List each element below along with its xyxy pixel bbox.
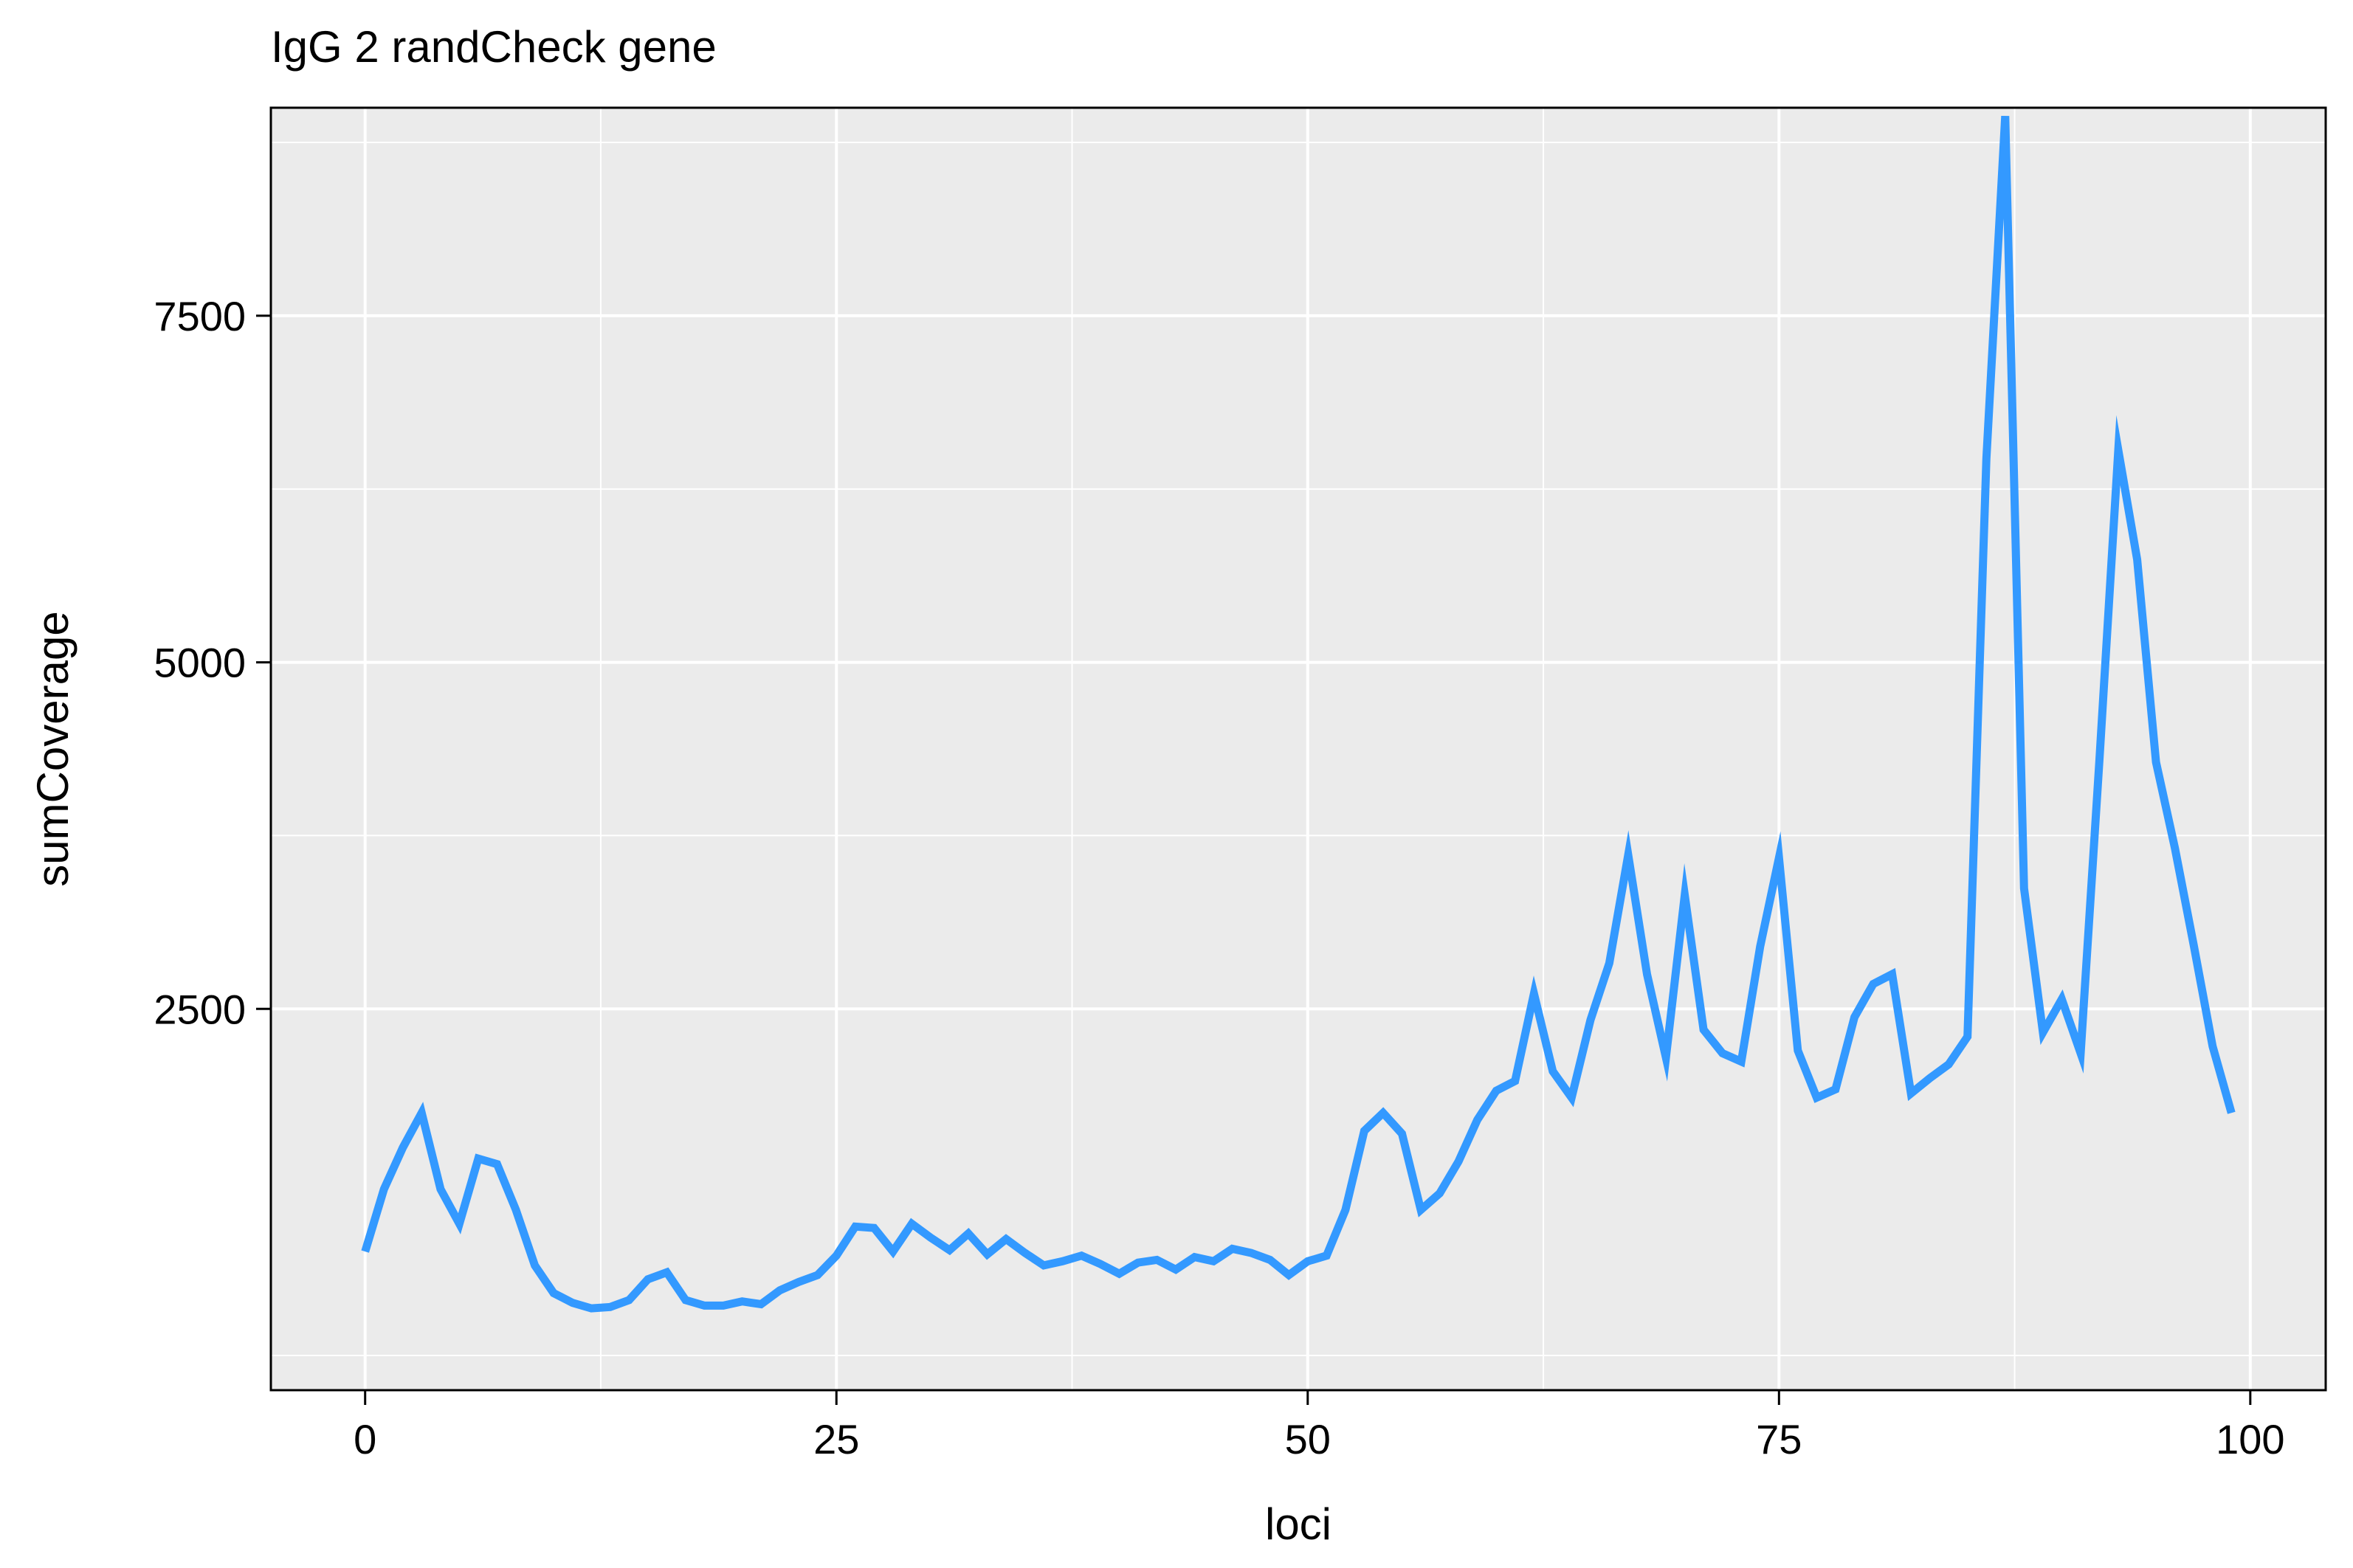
y-tick-label: 2500 (154, 986, 246, 1032)
x-tick-label: 50 (1285, 1416, 1331, 1462)
y-tick-label: 7500 (154, 293, 246, 339)
x-axis-title: loci (1265, 1499, 1331, 1549)
x-tick-label: 75 (1756, 1416, 1802, 1462)
series-line (361, 115, 2236, 1313)
tick-labels: 0 25 50 75 100 2500 5000 7500 (154, 293, 2284, 1462)
x-tick-label: 100 (2216, 1416, 2284, 1462)
plot-background (271, 108, 2326, 1390)
x-tick-label: 0 (354, 1416, 376, 1462)
chart-title: IgG 2 randCheck gene (271, 22, 717, 72)
y-axis-title: sumCoverage (28, 611, 77, 887)
y-tick-label: 5000 (154, 640, 246, 686)
axis-ticks (256, 314, 2252, 1405)
grid-lines (271, 108, 2326, 1390)
plot-frame (269, 106, 2327, 1392)
x-tick-label: 25 (813, 1416, 859, 1462)
